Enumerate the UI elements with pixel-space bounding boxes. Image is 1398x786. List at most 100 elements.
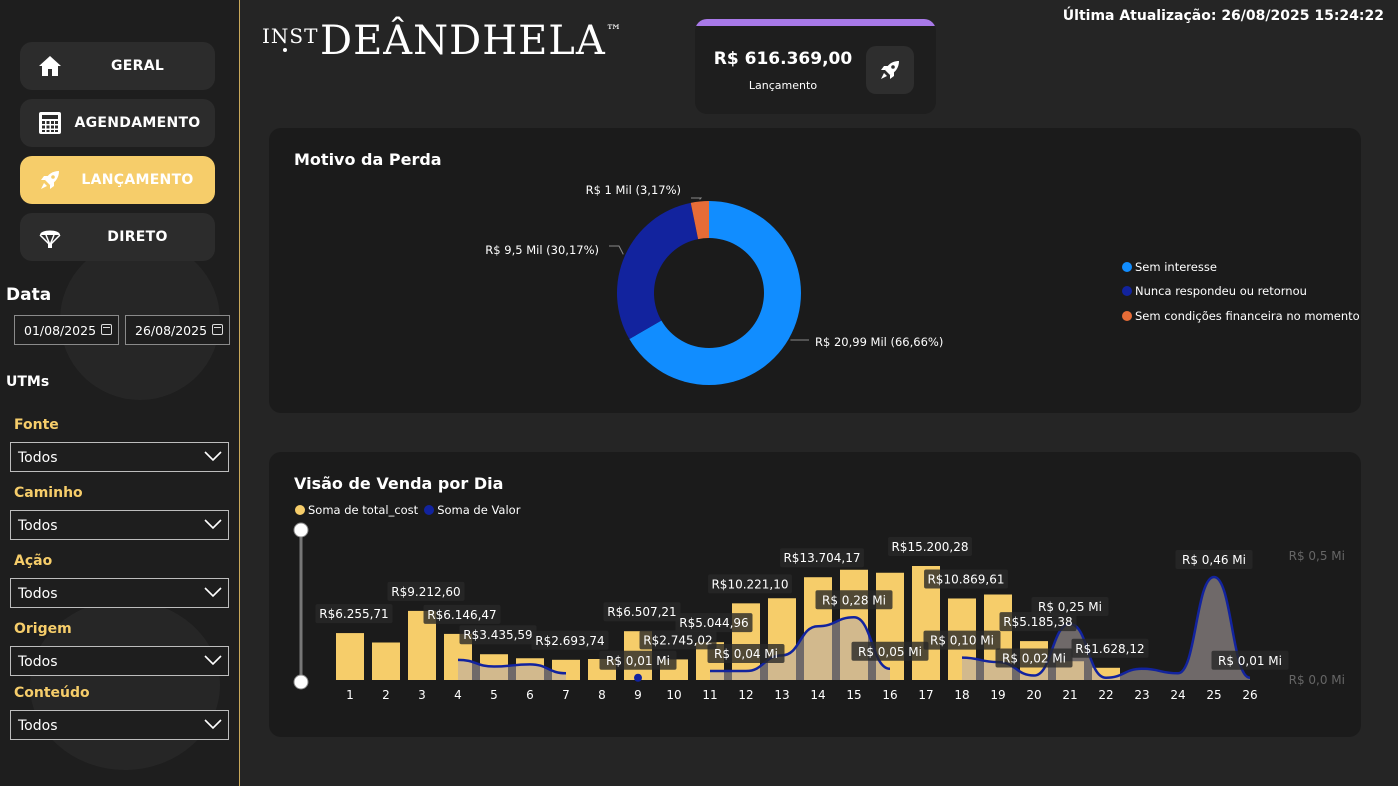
filter-label-fonte: Fonte bbox=[14, 417, 59, 433]
bar-data-label: R$6.507,21 bbox=[607, 605, 676, 619]
x-tick-label: 14 bbox=[810, 688, 825, 702]
chevron-down-icon bbox=[204, 451, 222, 462]
area-data-label-bg bbox=[1211, 650, 1289, 670]
x-tick-label: 23 bbox=[1134, 688, 1149, 702]
sidebar: GERAL AGENDAMENTO LANÇAMENTO DIRETO Data bbox=[0, 0, 240, 786]
x-tick-label: 19 bbox=[990, 688, 1005, 702]
filter-value: Todos bbox=[18, 718, 58, 734]
donut-chart: R$ 20,99 Mil (66,66%) R$ 9,5 Mil (30,17%)… bbox=[485, 183, 943, 385]
range-slider-handle-bottom[interactable] bbox=[293, 674, 309, 690]
nav-label: DIRETO bbox=[107, 229, 168, 245]
filter-select-caminho[interactable]: Todos bbox=[10, 510, 229, 540]
bar-data-label: R$2.693,74 bbox=[535, 634, 604, 648]
legend-dot bbox=[295, 505, 305, 515]
filter-select-acao[interactable]: Todos bbox=[10, 578, 229, 608]
range-slider-handle-top[interactable] bbox=[293, 522, 309, 538]
filter-label-caminho: Caminho bbox=[14, 485, 83, 501]
kpi-label: Lançamento bbox=[748, 79, 818, 92]
x-tick-label: 17 bbox=[918, 688, 933, 702]
filter-label-conteudo: Conteúdo bbox=[14, 685, 90, 701]
nav-button-geral[interactable]: GERAL bbox=[20, 42, 215, 90]
y-right-tick-label: R$ 0,5 Mi bbox=[1289, 549, 1345, 563]
x-tick-label: 4 bbox=[454, 688, 462, 702]
x-tick-label: 13 bbox=[774, 688, 789, 702]
area-fill-valor bbox=[710, 617, 890, 680]
area-data-label: R$ 0,01 Mi bbox=[1218, 654, 1282, 668]
line-valor bbox=[710, 616, 891, 673]
nav-label: AGENDAMENTO bbox=[74, 115, 201, 131]
bar-data-label: R$1.628,12 bbox=[1075, 642, 1144, 656]
calendar-icon[interactable] bbox=[101, 324, 112, 335]
rocket-icon bbox=[41, 171, 59, 189]
bar-data-label-bg bbox=[708, 574, 792, 594]
x-tick-label: 7 bbox=[562, 688, 570, 702]
x-tick-label: 25 bbox=[1206, 688, 1221, 702]
pie-data-label: R$ 20,99 Mil (66,66%) bbox=[815, 335, 943, 349]
date-filter-title: Data bbox=[6, 285, 52, 305]
legend-item[interactable]: Nunca respondeu ou retornou bbox=[1122, 284, 1307, 298]
pie-data-label: R$ 9,5 Mil (30,17%) bbox=[485, 243, 599, 257]
nav-label: GERAL bbox=[110, 58, 165, 74]
legend-item[interactable]: Soma de Valor bbox=[424, 503, 520, 517]
legend-item[interactable]: Sem interesse bbox=[1122, 260, 1217, 274]
filter-value: Todos bbox=[18, 518, 58, 534]
area-data-label-bg bbox=[707, 644, 785, 664]
home-icon bbox=[39, 56, 61, 76]
legend-item[interactable]: Sem condições financeira no momento bbox=[1122, 309, 1360, 323]
pie-leader-line bbox=[609, 245, 624, 255]
area-data-label: R$ 0,05 Mi bbox=[858, 645, 922, 659]
filter-value: Todos bbox=[18, 654, 58, 670]
start-date-input[interactable]: 01/08/2025 bbox=[14, 315, 119, 345]
pie-slice bbox=[629, 201, 801, 385]
area-data-label-bg bbox=[1175, 549, 1253, 569]
daily-sales-panel: Visão de Venda por Dia Soma de total_cos… bbox=[269, 452, 1361, 737]
bar-data-label: R$10.869,61 bbox=[927, 572, 1004, 586]
panel-title: Motivo da Perda bbox=[294, 150, 442, 169]
filter-select-fonte[interactable]: Todos bbox=[10, 442, 229, 472]
pie-leader-line bbox=[691, 197, 703, 200]
bar-data-label-bg bbox=[924, 569, 1008, 589]
area-data-label-bg bbox=[815, 590, 893, 610]
panel-title: Visão de Venda por Dia bbox=[294, 474, 504, 493]
x-tick-label: 5 bbox=[490, 688, 498, 702]
legend-item[interactable]: Soma de total_cost bbox=[295, 503, 418, 517]
parachute-icon bbox=[39, 230, 61, 248]
chevron-down-icon bbox=[204, 587, 222, 598]
last-update-timestamp: Última Atualização: 26/08/2025 15:24:22 bbox=[1062, 8, 1384, 24]
bar-data-label-bg bbox=[999, 612, 1077, 632]
legend-label: Soma de Valor bbox=[437, 503, 521, 517]
nav-button-direto[interactable]: DIRETO bbox=[20, 213, 215, 261]
bar-data-label-bg bbox=[423, 604, 501, 624]
nav-button-lancamento[interactable]: LANÇAMENTO bbox=[20, 156, 215, 204]
filter-select-origem[interactable]: Todos bbox=[10, 646, 229, 676]
area-data-label: R$ 0,28 Mi bbox=[822, 593, 886, 607]
bar-data-label: R$6.146,47 bbox=[427, 608, 496, 622]
x-tick-label: 22 bbox=[1098, 688, 1113, 702]
kpi-icon-button[interactable] bbox=[866, 46, 914, 94]
legend-dot bbox=[424, 505, 435, 515]
bar-data-label: R$9.212,60 bbox=[391, 585, 460, 599]
x-tick-label: 9 bbox=[634, 688, 642, 702]
x-tick-label: 12 bbox=[738, 688, 753, 702]
bar-data-label-bg bbox=[1071, 638, 1149, 658]
legend-label: Nunca respondeu ou retornou bbox=[1135, 284, 1307, 298]
x-tick-label: 15 bbox=[846, 688, 861, 702]
area-data-label-bg bbox=[1031, 597, 1109, 616]
area-data-label: R$ 0,01 Mi bbox=[606, 654, 670, 668]
kpi-accent-bar bbox=[695, 19, 936, 26]
nav-button-agendamento[interactable]: AGENDAMENTO bbox=[20, 99, 215, 147]
area-data-label: R$ 0,46 Mi bbox=[1182, 553, 1246, 567]
background-decoration bbox=[30, 600, 220, 770]
legend-label: Soma de total_cost bbox=[308, 503, 419, 517]
bar-data-label-bg bbox=[888, 536, 972, 556]
legend-dot bbox=[1122, 311, 1132, 321]
bar-data-label-bg bbox=[639, 630, 717, 650]
filter-select-conteudo[interactable]: Todos bbox=[10, 710, 229, 740]
calendar-icon[interactable] bbox=[212, 324, 223, 335]
end-date-input[interactable]: 26/08/2025 bbox=[125, 315, 230, 345]
area-data-label-bg bbox=[851, 641, 929, 661]
bar-data-label: R$3.435,59 bbox=[463, 628, 532, 642]
x-tick-label: 8 bbox=[598, 688, 606, 702]
bar-data-label: R$5.044,96 bbox=[679, 616, 748, 630]
area-data-label: R$ 0,25 Mi bbox=[1038, 600, 1102, 614]
